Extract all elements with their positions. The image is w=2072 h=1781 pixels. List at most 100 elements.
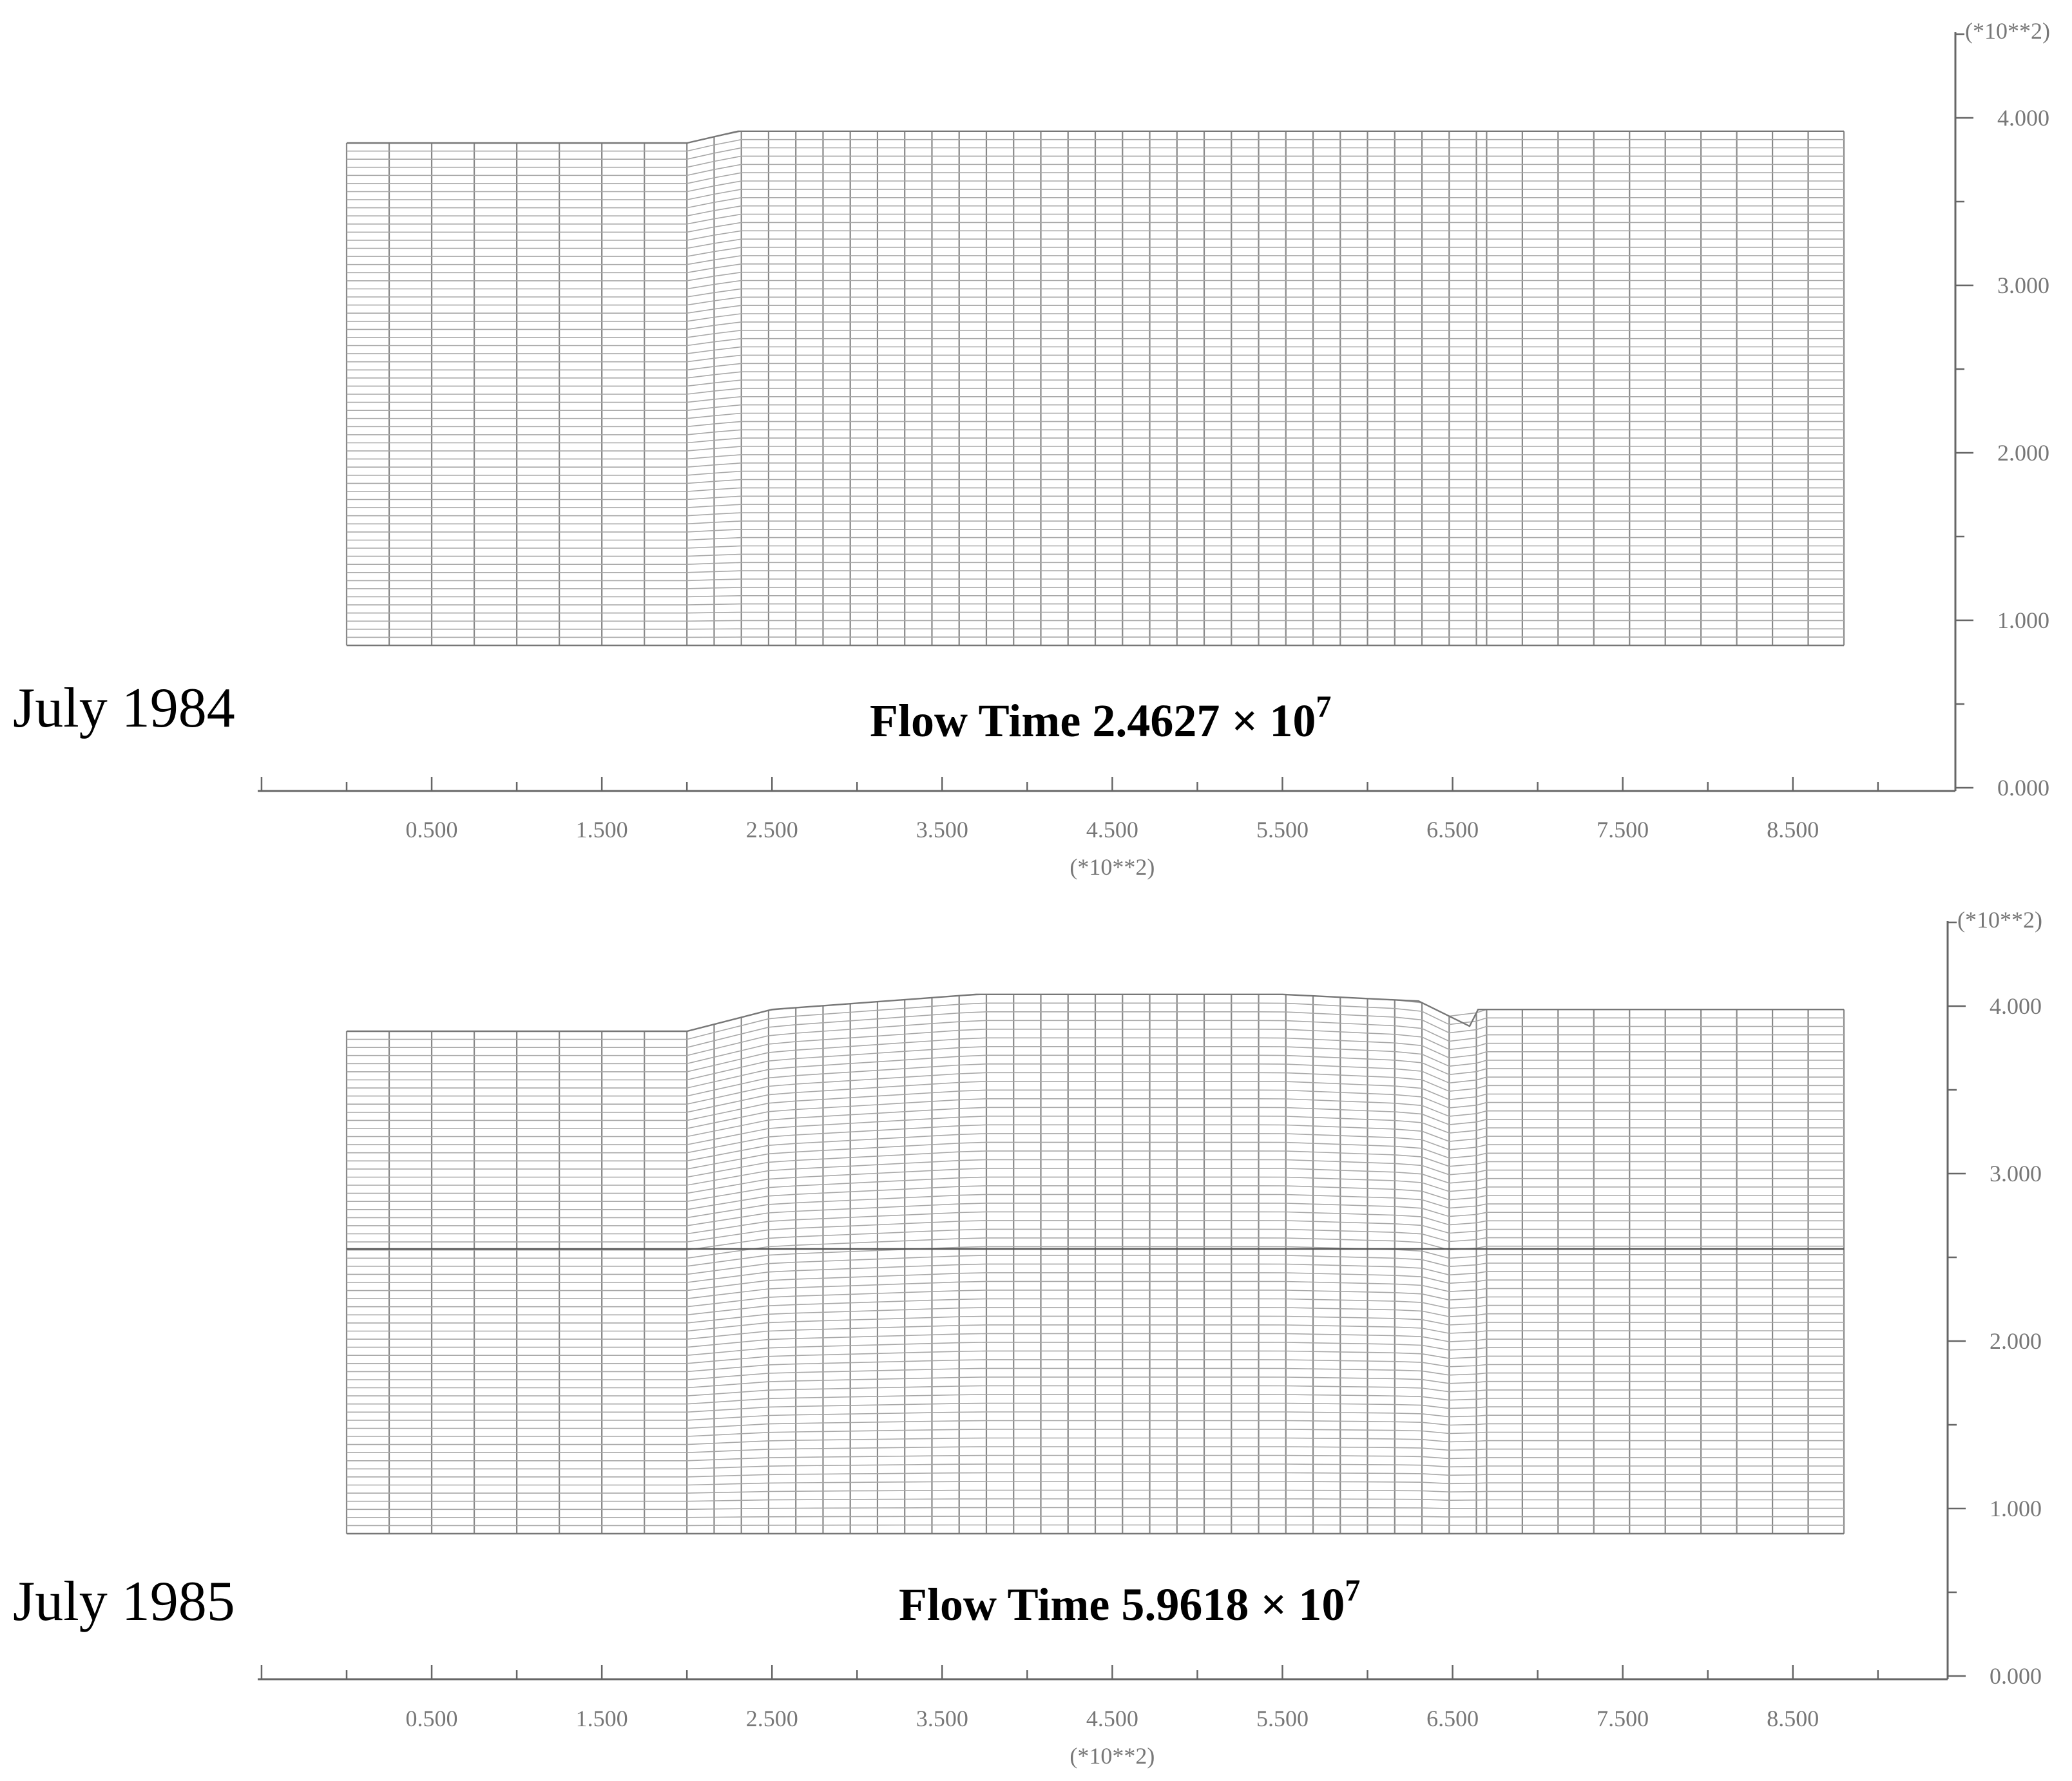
mesh-horizontal-line: [347, 313, 1844, 322]
mesh-grid: [345, 993, 1845, 1535]
y-tick-label: 1.000: [1997, 607, 2049, 633]
flow-time-label: Flow Time 2.4627 × 107: [870, 690, 1331, 747]
mesh-horizontal-line: [347, 1046, 1844, 1081]
mesh-horizontal-line: [347, 1185, 1844, 1210]
mesh-horizontal-line: [347, 404, 1844, 412]
mesh-horizontal-line: [347, 620, 1844, 622]
mesh-horizontal-line: [347, 1011, 1844, 1048]
mesh-horizontal-line: [347, 296, 1844, 306]
mesh-horizontal-line: [347, 1350, 1844, 1364]
x-axis-multiplier: (*10**2): [1070, 1743, 1155, 1769]
mesh-horizontal-line: [347, 180, 1844, 193]
y-tick-label: 2.000: [1990, 1328, 2042, 1354]
mesh-horizontal-line: [347, 1089, 1844, 1121]
x-tick-label: 4.500: [1086, 817, 1138, 843]
mesh-horizontal-line: [347, 1411, 1844, 1421]
x-tick-label: 2.500: [746, 1706, 798, 1731]
mesh-horizontal-line: [347, 1263, 1844, 1283]
mesh-horizontal-line: [347, 504, 1844, 508]
mesh-horizontal-line: [347, 1298, 1844, 1316]
mesh-horizontal-line: [347, 196, 1844, 209]
mesh-grid: [345, 130, 1845, 647]
mesh-horizontal-line: [347, 1524, 1844, 1527]
mesh-horizontal-line: [347, 479, 1844, 484]
y-tick-label: 3.000: [1997, 272, 2049, 298]
mesh-horizontal-line: [347, 288, 1844, 298]
mesh-horizontal-line: [347, 470, 1844, 476]
mesh-horizontal-line: [347, 1376, 1844, 1389]
mesh-horizontal-line: [347, 230, 1844, 241]
x-tick-label: 6.500: [1426, 1706, 1479, 1731]
mesh-horizontal-line: [347, 1116, 1844, 1145]
flow-time-text: Flow Time 2.4627 × 10: [870, 695, 1316, 747]
mesh-horizontal-line: [347, 1290, 1844, 1308]
mesh-horizontal-line: [347, 147, 1844, 160]
mesh-horizontal-line: [347, 238, 1844, 249]
mesh-horizontal-line: [347, 587, 1844, 589]
mesh-horizontal-line: [347, 570, 1844, 573]
mesh-horizontal-line: [347, 1037, 1844, 1072]
mesh-horizontal-line: [347, 1394, 1844, 1405]
mesh-horizontal-line: [347, 247, 1844, 257]
mesh-horizontal-line: [347, 1359, 1844, 1373]
mesh-horizontal-line: [347, 437, 1844, 444]
mesh-horizontal-line: [347, 1054, 1844, 1089]
flow-time-label: Flow Time 5.9618 × 107: [899, 1574, 1360, 1630]
axes: 0.500 1.500 2.500 3.500 4.500 5.500 6.500 7.500…: [258, 18, 2050, 880]
x-tick-label: 3.500: [916, 817, 968, 843]
mesh-horizontal-line: [347, 1281, 1844, 1299]
flow-time-text: Flow Time 5.9618 × 10: [899, 1579, 1345, 1630]
mesh-horizontal-line: [347, 395, 1844, 403]
mesh-horizontal-line: [347, 1176, 1844, 1202]
mesh-horizontal-line: [347, 1063, 1844, 1097]
axes: 0.500 1.500 2.500 3.500 4.500 5.500 6.500 7.500…: [258, 907, 2042, 1769]
y-tick-label: 4.000: [1990, 993, 2042, 1019]
mesh-horizontal-line: [347, 595, 1844, 598]
mesh-horizontal-line: [347, 1211, 1844, 1235]
mesh-horizontal-line: [347, 379, 1844, 387]
y-tick-label: 0.000: [1990, 1663, 2042, 1689]
mesh-horizontal-line: [347, 1367, 1844, 1380]
x-tick-label: 1.500: [576, 817, 628, 843]
mesh-horizontal-line: [347, 263, 1844, 274]
mesh-horizontal-line: [347, 222, 1844, 233]
mesh-horizontal-line: [347, 1463, 1844, 1470]
mesh-horizontal-line: [347, 1255, 1844, 1275]
mesh-horizontal-line: [347, 1402, 1844, 1413]
mesh-horizontal-line: [347, 520, 1844, 525]
mesh-horizontal-line: [347, 1472, 1844, 1478]
mesh-horizontal-line: [347, 1454, 1844, 1462]
mesh-horizontal-line: [347, 412, 1844, 419]
mesh-horizontal-line: [347, 1098, 1844, 1129]
mesh-horizontal-line: [347, 255, 1844, 265]
x-tick-label: 7.500: [1597, 1706, 1649, 1731]
panel-july-1984: 0.500 1.500 2.500 3.500 4.500 5.500 6.500 7.500…: [13, 18, 2050, 880]
y-axis-multiplier: (*10**2): [1957, 907, 2042, 933]
mesh-horizontal-line: [347, 495, 1844, 500]
mesh-horizontal-line: [347, 354, 1844, 363]
x-tick-label: 4.500: [1086, 1706, 1138, 1731]
mesh-horizontal-line: [347, 305, 1844, 314]
mesh-horizontal-line: [347, 1220, 1844, 1243]
y-tick-label: 1.000: [1990, 1496, 2042, 1521]
x-tick-label: 5.500: [1256, 817, 1309, 843]
x-tick-label: 0.500: [406, 817, 458, 843]
mesh-horizontal-line: [347, 578, 1844, 582]
x-tick-label: 1.500: [576, 1706, 628, 1731]
date-label: July 1984: [13, 677, 235, 739]
x-tick-label: 7.500: [1597, 817, 1649, 843]
mesh-horizontal-line: [347, 487, 1844, 492]
mesh-horizontal-line: [347, 446, 1844, 452]
mesh-horizontal-line: [347, 537, 1844, 541]
mesh-horizontal-line: [347, 1133, 1844, 1162]
mesh-horizontal-line: [347, 1481, 1844, 1486]
mesh-horizontal-line: [347, 164, 1844, 176]
x-tick-label: 6.500: [1426, 817, 1479, 843]
mesh-horizontal-line: [347, 1507, 1844, 1510]
flow-time-exponent: 7: [1345, 1574, 1360, 1608]
mesh-horizontal-line: [347, 1342, 1844, 1356]
mesh-horizontal-line: [347, 512, 1844, 517]
flow-time-exponent: 7: [1316, 690, 1331, 724]
mesh-horizontal-line: [347, 1002, 1844, 1040]
